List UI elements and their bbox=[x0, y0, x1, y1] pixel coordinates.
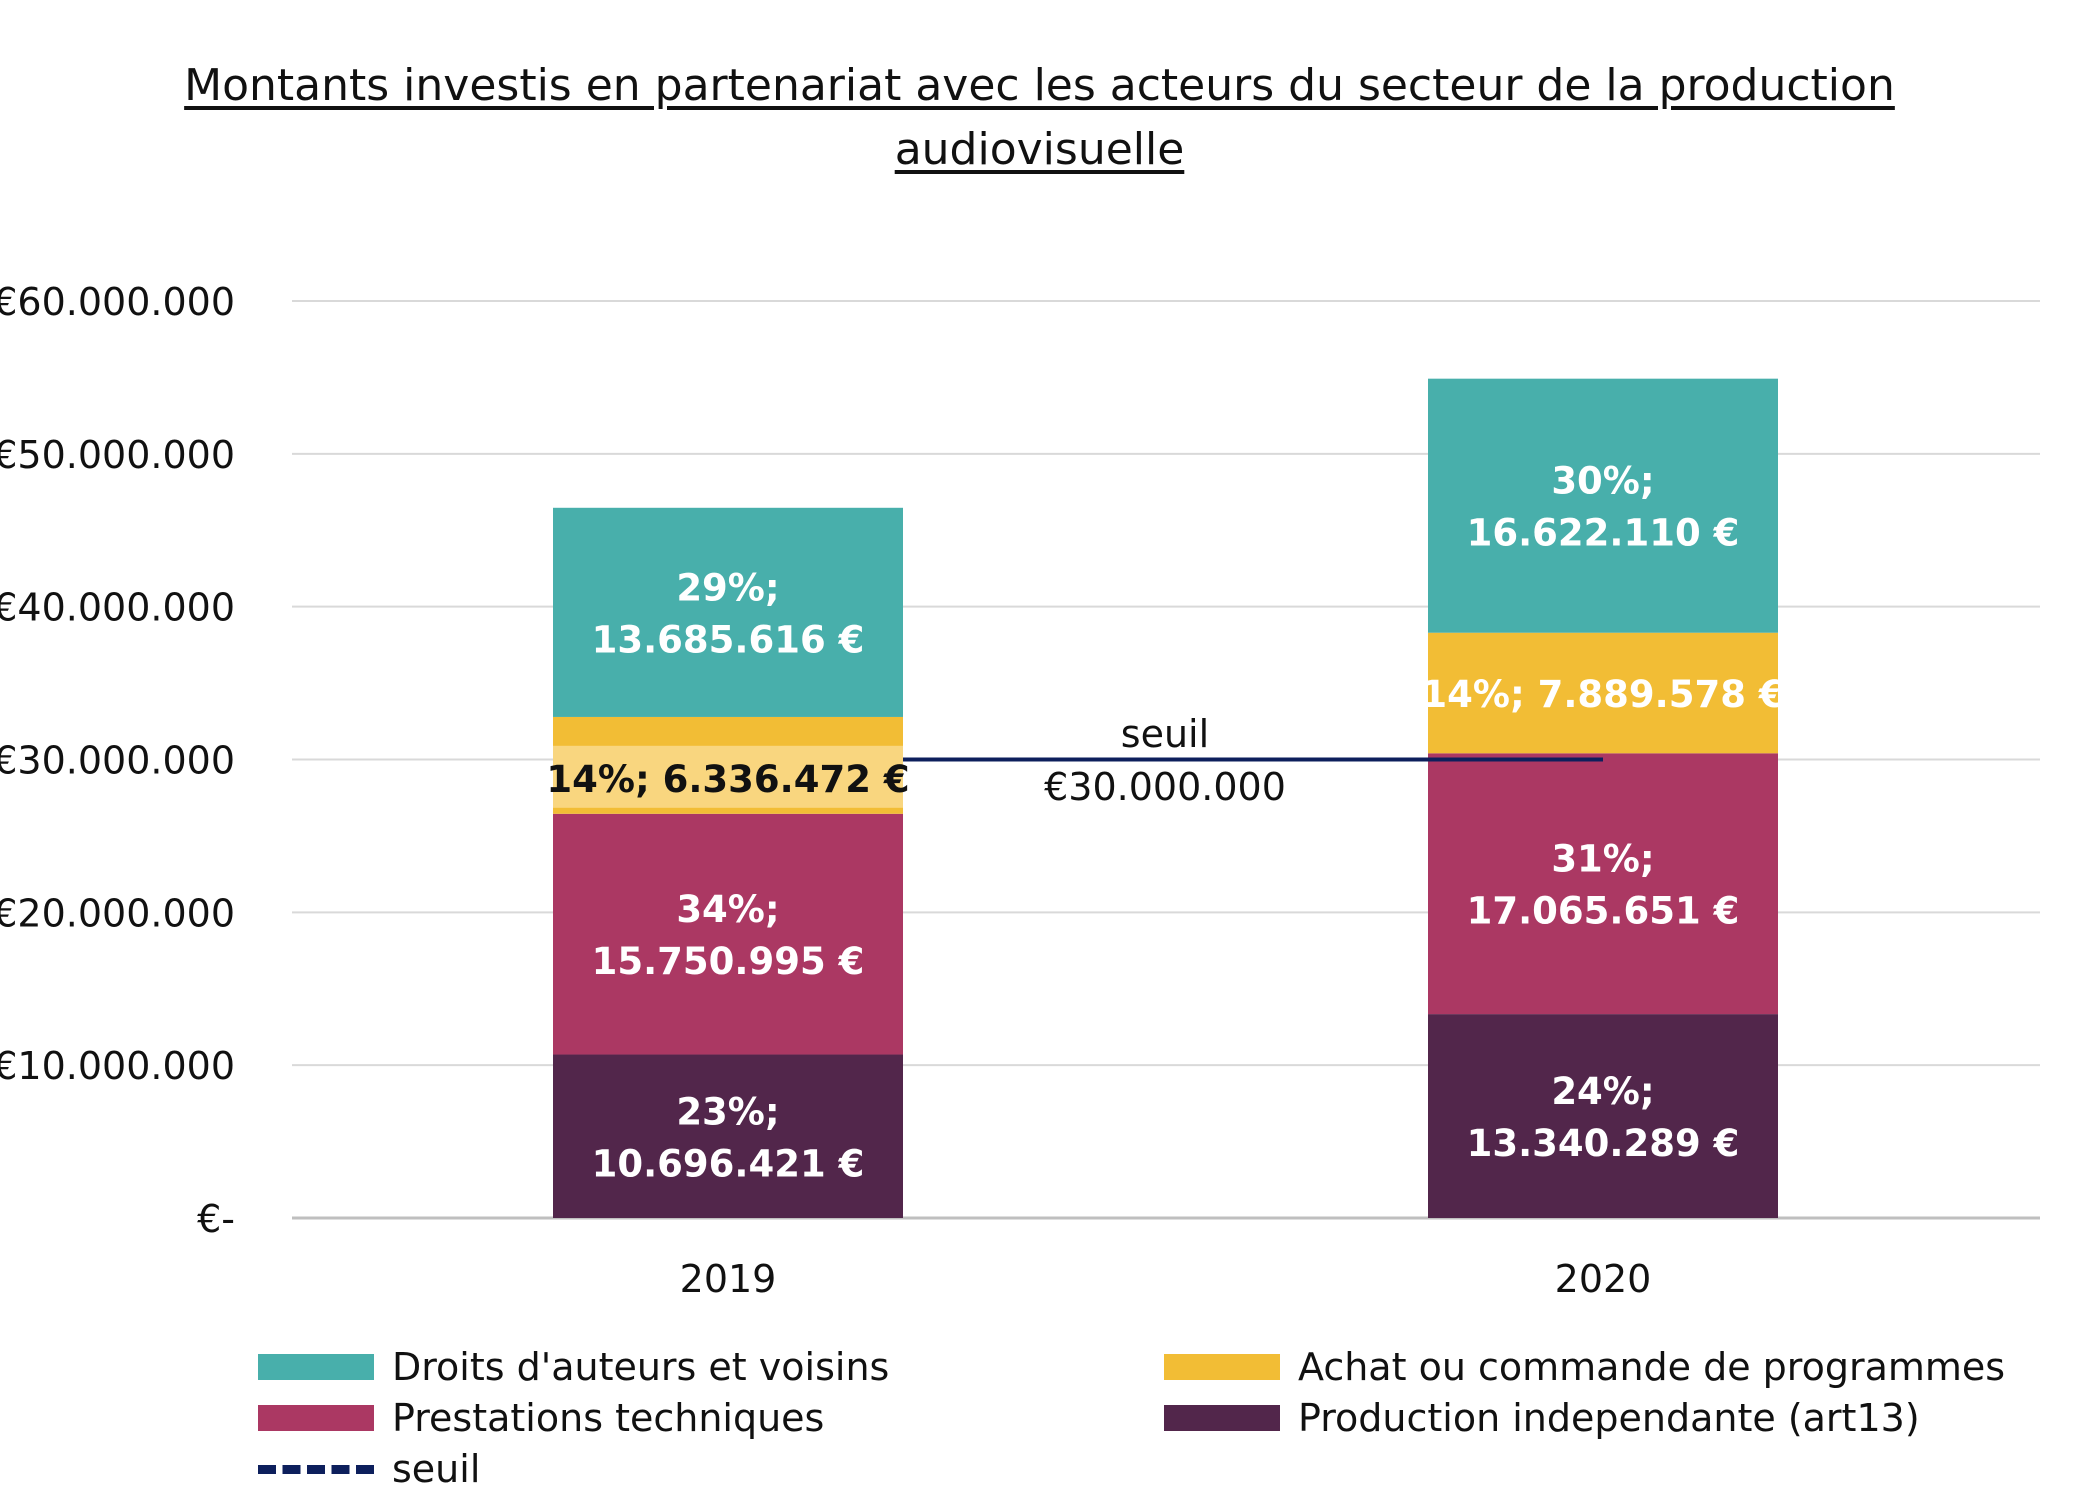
bar-droits-d-auteurs-et-voisins-2020 bbox=[1428, 378, 1778, 633]
bar-prestations-techniques-2019 bbox=[553, 813, 903, 1055]
data-label-production-independante-art13-2020-1: 13.340.289 € bbox=[1467, 1122, 1740, 1165]
bar-achat-ou-commande-de-programmes-2020 bbox=[1428, 632, 1778, 754]
chart-title: Montants investis en partenariat avec le… bbox=[0, 54, 2079, 182]
threshold-label-value: €30.000.000 bbox=[1044, 765, 1286, 809]
y-tick-label-3: €30.000.000 bbox=[0, 739, 235, 783]
bar-prestations-techniques-2020 bbox=[1428, 753, 1778, 1015]
y-tick-label-0: €60.000.000 bbox=[0, 280, 235, 324]
y-tick-label-6: €- bbox=[197, 1197, 235, 1241]
bar-droits-d-auteurs-et-voisins-2019 bbox=[553, 507, 903, 717]
data-label-droits-d-auteurs-et-voisins-2020-0: 30%; bbox=[1551, 460, 1654, 503]
x-tick-label-2019: 2019 bbox=[680, 1257, 777, 1301]
data-label-droits-d-auteurs-et-voisins-2020-1: 16.622.110 € bbox=[1467, 512, 1740, 555]
data-label-production-independante-art13-2019-0: 23%; bbox=[676, 1090, 779, 1133]
data-label-production-independante-art13-2020-0: 24%; bbox=[1551, 1070, 1654, 1113]
data-label-prestations-techniques-2019-1: 15.750.995 € bbox=[592, 940, 865, 983]
data-label-droits-d-auteurs-et-voisins-2019-1: 13.685.616 € bbox=[592, 618, 865, 661]
data-label-box-achat-2019 bbox=[553, 745, 903, 808]
chart-title-line-2: audiovisuelle bbox=[894, 124, 1185, 175]
chart-title-line-1: Montants investis en partenariat avec le… bbox=[184, 60, 1895, 111]
threshold-label-name: seuil bbox=[1121, 712, 1209, 756]
y-tick-label-1: €50.000.000 bbox=[0, 433, 235, 477]
data-label-prestations-techniques-2020-0: 31%; bbox=[1551, 838, 1654, 881]
data-label-achat-ou-commande-de-programmes-2019-0: 14%; 6.336.472 € bbox=[546, 758, 909, 801]
data-label-prestations-techniques-2020-1: 17.065.651 € bbox=[1467, 890, 1740, 933]
data-label-production-independante-art13-2019-1: 10.696.421 € bbox=[592, 1142, 865, 1185]
bar-production-independante-art13-2020 bbox=[1428, 1014, 1778, 1218]
x-tick-label-2020: 2020 bbox=[1555, 1257, 1652, 1301]
y-tick-label-4: €20.000.000 bbox=[0, 891, 235, 935]
data-label-droits-d-auteurs-et-voisins-2019-0: 29%; bbox=[676, 566, 779, 609]
y-tick-label-2: €40.000.000 bbox=[0, 586, 235, 630]
y-tick-label-5: €10.000.000 bbox=[0, 1044, 235, 1088]
data-label-achat-ou-commande-de-programmes-2020-0: 14%; 7.889.578 € bbox=[1421, 673, 1784, 716]
bar-production-independante-art13-2019 bbox=[553, 1054, 903, 1218]
data-label-prestations-techniques-2019-0: 34%; bbox=[676, 888, 779, 931]
